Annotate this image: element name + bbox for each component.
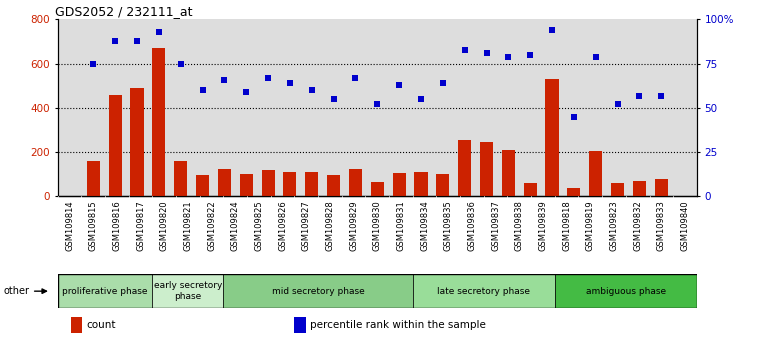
Text: GSM109815: GSM109815: [89, 200, 98, 251]
Point: [371, 102, 383, 107]
Text: GSM109823: GSM109823: [610, 200, 618, 251]
Text: GSM109814: GSM109814: [65, 200, 74, 251]
Text: GSM109828: GSM109828: [326, 200, 334, 251]
Bar: [174, 161, 187, 196]
Text: GSM109839: GSM109839: [538, 200, 547, 251]
Point: [87, 61, 99, 67]
Bar: [555, 274, 697, 308]
Text: GSM109819: GSM109819: [586, 200, 595, 251]
Text: GSM109838: GSM109838: [515, 200, 524, 251]
Text: GDS2052 / 232111_at: GDS2052 / 232111_at: [55, 5, 192, 18]
Bar: [305, 172, 318, 196]
Text: GSM109837: GSM109837: [491, 200, 500, 251]
Bar: [152, 274, 223, 308]
Bar: [589, 151, 602, 196]
Text: GSM109817: GSM109817: [136, 200, 145, 251]
Text: GSM109824: GSM109824: [231, 200, 239, 251]
Bar: [393, 173, 406, 196]
Bar: [71, 317, 82, 333]
Bar: [218, 169, 231, 196]
Point: [524, 52, 537, 58]
Bar: [567, 188, 581, 196]
Point: [655, 93, 668, 98]
Text: percentile rank within the sample: percentile rank within the sample: [310, 320, 486, 331]
Bar: [502, 150, 515, 196]
Text: GSM109832: GSM109832: [633, 200, 642, 251]
Point: [611, 102, 624, 107]
Point: [175, 61, 187, 67]
Text: GSM109825: GSM109825: [254, 200, 263, 251]
Bar: [196, 176, 209, 196]
Bar: [58, 274, 152, 308]
Point: [306, 87, 318, 93]
Text: mid secretory phase: mid secretory phase: [272, 287, 364, 296]
Bar: [611, 183, 624, 196]
Bar: [524, 183, 537, 196]
Text: GSM109816: GSM109816: [112, 200, 122, 251]
Bar: [437, 175, 450, 196]
Point: [262, 75, 274, 81]
Point: [109, 38, 122, 44]
Bar: [349, 169, 362, 196]
Text: late secretory phase: late secretory phase: [437, 287, 531, 296]
Text: GSM109830: GSM109830: [373, 200, 382, 251]
Bar: [130, 88, 143, 196]
Text: other: other: [4, 286, 30, 296]
Point: [284, 80, 296, 86]
Bar: [262, 170, 275, 196]
Text: GSM109826: GSM109826: [278, 200, 287, 251]
Bar: [545, 79, 558, 196]
Bar: [458, 140, 471, 196]
Bar: [283, 172, 296, 196]
Point: [415, 96, 427, 102]
Point: [327, 96, 340, 102]
Bar: [239, 175, 253, 196]
Point: [546, 27, 558, 33]
Point: [196, 87, 209, 93]
Bar: [414, 172, 427, 196]
Point: [480, 50, 493, 56]
Point: [567, 114, 580, 120]
Text: GSM109833: GSM109833: [657, 200, 666, 251]
Bar: [654, 179, 668, 196]
Bar: [480, 142, 493, 196]
Text: GSM109829: GSM109829: [349, 200, 358, 251]
Point: [458, 47, 470, 52]
Bar: [87, 161, 100, 196]
Bar: [223, 274, 413, 308]
Point: [590, 54, 602, 59]
Text: proliferative phase: proliferative phase: [62, 287, 148, 296]
Point: [350, 75, 362, 81]
Text: GSM109818: GSM109818: [562, 200, 571, 251]
Bar: [327, 176, 340, 196]
Bar: [109, 95, 122, 196]
Text: GSM109840: GSM109840: [681, 200, 689, 251]
Bar: [152, 48, 166, 196]
Text: early secretory
phase: early secretory phase: [154, 281, 222, 301]
Point: [152, 29, 165, 35]
Text: GSM109831: GSM109831: [397, 200, 406, 251]
Text: GSM109827: GSM109827: [302, 200, 311, 251]
Text: GSM109822: GSM109822: [207, 200, 216, 251]
Text: GSM109836: GSM109836: [467, 200, 477, 251]
Text: GSM109820: GSM109820: [159, 200, 169, 251]
Point: [240, 89, 253, 95]
Point: [218, 77, 230, 82]
Bar: [633, 181, 646, 196]
Bar: [413, 274, 555, 308]
Point: [633, 93, 645, 98]
Bar: [370, 182, 384, 196]
Bar: [294, 317, 306, 333]
Text: GSM109834: GSM109834: [420, 200, 429, 251]
Point: [437, 80, 449, 86]
Text: GSM109821: GSM109821: [183, 200, 192, 251]
Text: GSM109835: GSM109835: [444, 200, 453, 251]
Text: ambiguous phase: ambiguous phase: [586, 287, 666, 296]
Point: [393, 82, 405, 88]
Point: [502, 54, 514, 59]
Text: count: count: [86, 320, 116, 331]
Point: [131, 38, 143, 44]
